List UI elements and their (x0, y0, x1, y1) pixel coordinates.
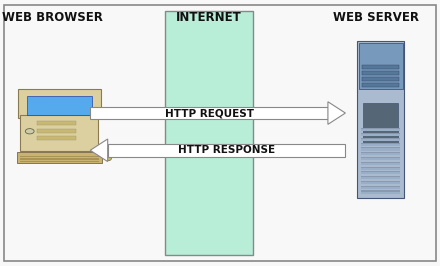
FancyBboxPatch shape (165, 11, 253, 255)
Bar (361, 143, 400, 144)
Polygon shape (328, 102, 345, 124)
Bar (20, 156, 99, 157)
Bar (54, 116, 65, 122)
Bar (361, 138, 400, 139)
Bar (362, 77, 399, 81)
Bar (361, 147, 400, 148)
Bar (361, 171, 400, 172)
Bar (361, 177, 400, 179)
Bar (361, 192, 400, 194)
Text: HTTP RESPONSE: HTTP RESPONSE (178, 145, 275, 155)
Bar (37, 128, 76, 133)
Bar (90, 107, 328, 119)
Bar (363, 103, 398, 143)
Bar (362, 83, 399, 87)
Bar (361, 144, 400, 146)
Bar (37, 136, 76, 140)
Bar (108, 144, 345, 156)
Bar (361, 152, 400, 153)
Bar (362, 71, 399, 75)
Bar (361, 182, 400, 184)
Text: INTERNET: INTERNET (176, 11, 242, 24)
Bar (361, 190, 400, 192)
Ellipse shape (106, 155, 112, 161)
FancyBboxPatch shape (17, 152, 102, 163)
FancyBboxPatch shape (18, 89, 101, 118)
Text: WEB BROWSER: WEB BROWSER (2, 11, 103, 24)
Bar (361, 133, 400, 134)
Bar (361, 129, 400, 131)
Bar (361, 158, 400, 160)
Bar (361, 181, 400, 182)
Bar (361, 167, 400, 168)
Bar (20, 161, 99, 162)
Bar (361, 139, 400, 141)
Bar (361, 163, 400, 165)
FancyBboxPatch shape (357, 41, 404, 198)
Bar (20, 159, 99, 160)
Bar (361, 168, 400, 170)
Bar (361, 157, 400, 158)
Bar (361, 162, 400, 163)
Bar (27, 96, 92, 115)
FancyBboxPatch shape (21, 115, 99, 151)
Bar (20, 158, 99, 159)
Bar (361, 176, 400, 177)
Bar (359, 43, 403, 89)
Bar (361, 187, 400, 189)
Bar (361, 172, 400, 174)
Bar (361, 153, 400, 155)
Text: HTTP REQUEST: HTTP REQUEST (165, 108, 253, 118)
Bar (361, 134, 400, 136)
Bar (361, 186, 400, 187)
Text: WEB SERVER: WEB SERVER (333, 11, 419, 24)
Polygon shape (90, 139, 108, 162)
Bar (361, 148, 400, 151)
Circle shape (26, 129, 34, 134)
Bar (37, 121, 76, 125)
FancyBboxPatch shape (4, 5, 436, 261)
Bar (362, 65, 399, 69)
Bar (361, 128, 400, 129)
